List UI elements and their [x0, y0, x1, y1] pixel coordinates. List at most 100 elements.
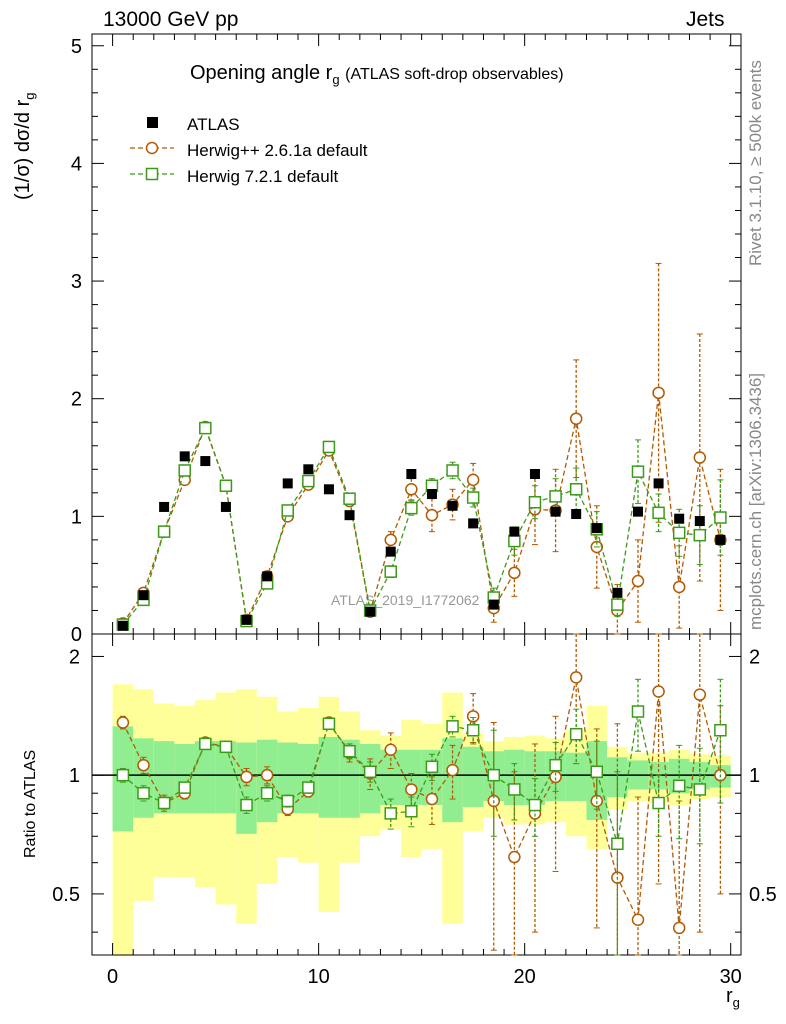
- atlas-point: [117, 620, 128, 631]
- ratio-herwig7-point: [322, 717, 336, 731]
- herwig7-point: [611, 598, 624, 611]
- atlas-point: [179, 451, 190, 462]
- herwigpp-line: [122, 392, 722, 624]
- ratio-herwig7-point: [508, 783, 521, 796]
- band-inner: [236, 742, 257, 834]
- herwig7-point: [322, 440, 336, 454]
- ratio-herwig7-point: [157, 796, 171, 810]
- band-inner: [133, 738, 154, 818]
- atlas-point: [715, 534, 726, 545]
- band-inner: [174, 743, 196, 814]
- atlas-point: [344, 510, 355, 521]
- main-series: [116, 262, 727, 635]
- herwig7-point: [405, 501, 418, 515]
- ratio-tick-label: 2: [69, 646, 80, 668]
- y-tick-label: 2: [71, 389, 82, 411]
- herwigpp-point: [508, 566, 521, 580]
- title-suffix: (ATLAS soft-drop observables): [345, 66, 564, 83]
- ratio-herwig7-point: [384, 807, 397, 820]
- ratio-herwig7-point: [405, 805, 418, 818]
- ratio-herwigpp-point: [652, 685, 665, 698]
- ratio-herwigpp-point: [631, 913, 645, 926]
- ratio-herwigpp-point: [693, 688, 707, 701]
- herwig7-point: [693, 528, 707, 542]
- ratio-herwig7-point: [343, 744, 356, 758]
- ratio-herwig7-point: [714, 723, 727, 737]
- atlas-point: [529, 469, 540, 479]
- legend-label: Herwig++ 2.6.1a default: [187, 141, 368, 160]
- x-tick-label: 10: [308, 966, 330, 988]
- band-inner: [339, 739, 360, 818]
- ratio-herwig7-point: [219, 740, 233, 754]
- atlas-point: [138, 590, 149, 601]
- herwig7-point: [508, 534, 521, 548]
- ratio-herwig7-point: [363, 765, 377, 779]
- ratio-tick-label-right: 1: [749, 765, 760, 787]
- axis-ticks: 0 10 20 30 0 1 2 3 4 5 0.5 0.5 1 1 2 2: [52, 34, 777, 988]
- ratio-herwig7-line: [122, 711, 722, 844]
- atlas-point: [406, 469, 417, 479]
- herwig7-point: [569, 483, 583, 496]
- herwigpp-point: [569, 412, 583, 425]
- ratio-herwigpp-point: [569, 671, 583, 684]
- atlas-point: [282, 478, 293, 489]
- herwig7-line: [122, 426, 721, 626]
- ratio-herwigpp-point: [384, 743, 397, 757]
- atlas-point: [447, 500, 458, 511]
- atlas-point: [200, 456, 211, 467]
- ratio-herwig7-point: [549, 758, 562, 772]
- ratio-herwigpp-point: [508, 850, 521, 864]
- atlas-point: [159, 501, 170, 512]
- herwig7-point: [528, 495, 542, 509]
- ratio-herwigpp-point: [240, 770, 253, 784]
- ratio-y-label: Ratio to ATLAS: [22, 749, 39, 858]
- herwigpp-point: [672, 580, 686, 594]
- atlas-point: [674, 513, 685, 524]
- plot-frames: [91, 33, 742, 956]
- ratio-herwigpp-point: [466, 710, 480, 723]
- y-tick-label: 3: [71, 271, 82, 293]
- herwig7-point: [343, 492, 356, 505]
- ratio-herwig7-point: [487, 768, 501, 782]
- y-axis-label: (1/σ) dσ/d rg: [12, 93, 37, 201]
- ratio-herwigpp-point: [116, 716, 130, 729]
- x-label-sub: g: [732, 995, 740, 1010]
- atlas-point: [591, 523, 602, 534]
- header-right: Jets: [686, 8, 725, 31]
- x-label-main: r: [726, 985, 733, 1007]
- herwig7-point: [549, 490, 562, 503]
- atlas-point: [468, 518, 479, 529]
- mcplots-label: mcplots.cern.ch [arXiv:1306.3436]: [746, 372, 765, 630]
- ratio-herwig7-point: [178, 781, 191, 794]
- ratio-herwig7-point: [425, 760, 439, 774]
- title-sub: g: [332, 72, 340, 87]
- ratio-herwig7-point: [446, 720, 459, 733]
- ratio-series: [116, 633, 727, 956]
- band-inner: [298, 743, 319, 814]
- atlas-point: [653, 478, 664, 489]
- herwigpp-point: [384, 533, 397, 547]
- atlas-point: [612, 587, 623, 598]
- herwig7-point: [631, 465, 645, 478]
- ratio-herwigpp-point: [446, 763, 459, 777]
- atlas-point: [488, 599, 499, 610]
- ratio-herwig7-point: [199, 737, 212, 751]
- ratio-tick-label-right: 0.5: [749, 884, 777, 906]
- herwigpp-point: [466, 473, 480, 487]
- atlas-point: [571, 509, 582, 519]
- chart-title: Opening angle rg (ATLAS soft-drop observ…: [190, 62, 564, 87]
- herwigpp-point: [631, 574, 645, 588]
- ratio-herwig7-point: [281, 794, 294, 808]
- ratio-herwig7-point: [631, 705, 645, 718]
- x-tick-label: 0: [107, 966, 118, 988]
- atlas-point: [241, 614, 252, 625]
- herwig7-point: [302, 474, 315, 488]
- ratio-herwig7-point: [116, 768, 130, 782]
- legend-label: ATLAS: [187, 115, 240, 134]
- atlas-point: [694, 516, 705, 527]
- ratio-herwigpp-point: [405, 783, 418, 796]
- x-tick-label: 30: [720, 966, 742, 988]
- herwig7-point: [652, 506, 665, 520]
- herwigpp-point: [405, 483, 418, 496]
